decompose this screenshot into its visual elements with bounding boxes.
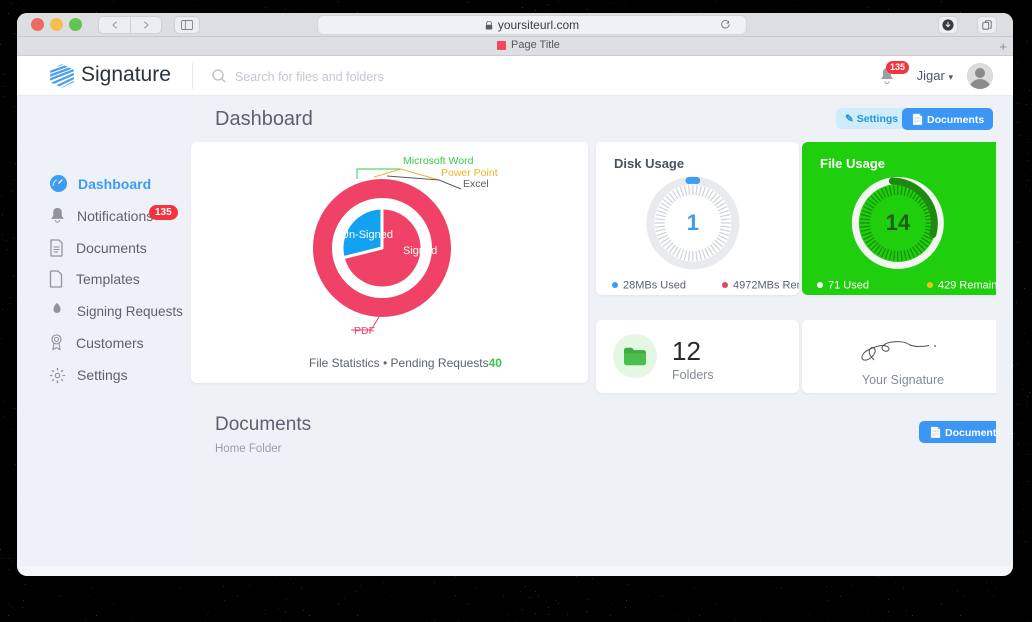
svg-text:4972MBs Remaining: 4972MBs Remaining bbox=[733, 280, 799, 292]
svg-text:28MBs Used: 28MBs Used bbox=[623, 280, 686, 292]
svg-text:429 Remaining: 429 Remaining bbox=[938, 280, 996, 292]
svg-text:Un-Signed: Un-Signed bbox=[341, 229, 393, 241]
svg-text:71 Used: 71 Used bbox=[828, 280, 869, 292]
svg-text:Microsoft Word: Microsoft Word bbox=[403, 155, 474, 167]
svg-text:PDF: PDF bbox=[354, 325, 375, 337]
svg-text:Signed: Signed bbox=[403, 245, 437, 257]
svg-text:14: 14 bbox=[886, 210, 911, 235]
svg-text:Excel: Excel bbox=[463, 178, 489, 190]
svg-text:File Statistics • Pending Requ: File Statistics • Pending Requests40 bbox=[309, 356, 502, 370]
svg-text:1: 1 bbox=[687, 210, 699, 235]
